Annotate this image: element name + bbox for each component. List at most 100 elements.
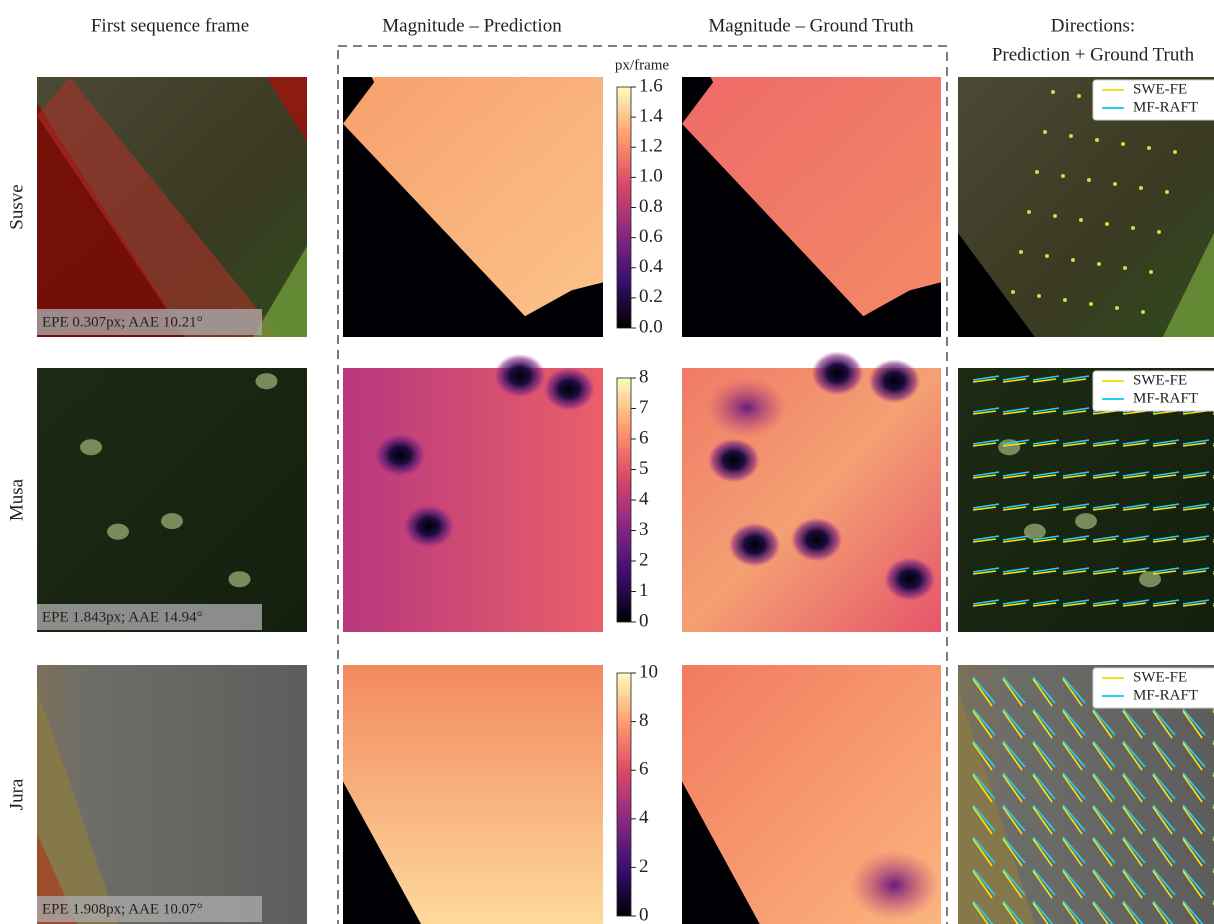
arrow bbox=[1051, 90, 1055, 94]
rock bbox=[229, 571, 251, 587]
first-frame bbox=[37, 665, 307, 924]
column-header: Magnitude – Prediction bbox=[382, 15, 562, 36]
arrow bbox=[1097, 262, 1101, 266]
column-header: Magnitude – Ground Truth bbox=[708, 15, 914, 36]
low-spot bbox=[729, 523, 781, 567]
column-header: First sequence frame bbox=[91, 15, 249, 36]
arrow bbox=[1165, 190, 1169, 194]
colorbar-tick-label: 1.6 bbox=[639, 75, 663, 96]
legend-label: SWE-FE bbox=[1133, 372, 1187, 388]
colorbar-unit: px/frame bbox=[615, 57, 669, 73]
arrow bbox=[1131, 226, 1135, 230]
low-spot bbox=[708, 438, 760, 482]
colorbar bbox=[617, 87, 631, 328]
low-spot bbox=[884, 557, 936, 601]
colorbar-tick-label: 1.2 bbox=[639, 136, 663, 157]
colorbar-tick-label: 2 bbox=[639, 549, 649, 570]
colorbar-tick-label: 1.0 bbox=[639, 166, 663, 187]
arrow bbox=[1095, 138, 1099, 142]
colorbar-tick-label: 4 bbox=[639, 807, 649, 828]
arrow bbox=[1069, 134, 1073, 138]
low-spot bbox=[374, 433, 426, 477]
magnitude-prediction bbox=[343, 665, 603, 924]
rock bbox=[1024, 524, 1046, 540]
colorbar-tick-label: 0.8 bbox=[639, 196, 663, 217]
colorbar-tick-label: 10 bbox=[639, 661, 658, 682]
arrow bbox=[1173, 150, 1177, 154]
colorbar-tick-label: 0 bbox=[639, 610, 649, 631]
column-header: Directions: bbox=[1051, 15, 1135, 36]
colorbar-tick-label: 0.0 bbox=[639, 316, 663, 337]
colorbar-tick-label: 8 bbox=[639, 710, 649, 731]
colorbar-tick-label: 4 bbox=[639, 488, 649, 509]
colorbar-tick-label: 6 bbox=[639, 427, 649, 448]
rock bbox=[161, 513, 183, 529]
arrow bbox=[1087, 178, 1091, 182]
low-spot bbox=[811, 351, 863, 395]
colorbar bbox=[617, 378, 631, 622]
arrow bbox=[1113, 182, 1117, 186]
magnitude-ground-truth bbox=[682, 351, 941, 632]
low-spot bbox=[494, 354, 546, 398]
legend-label: SWE-FE bbox=[1133, 81, 1187, 97]
first-frame bbox=[37, 368, 307, 632]
arrow bbox=[1045, 254, 1049, 258]
metrics: EPE 1.908px; AAE 10.07° bbox=[42, 901, 203, 917]
magnitude-ground-truth bbox=[682, 665, 941, 924]
colorbar-tick-label: 1.4 bbox=[639, 105, 663, 126]
colorbar-tick-label: 0.6 bbox=[639, 226, 663, 247]
magnitude-prediction bbox=[343, 354, 603, 632]
legend-label: MF-RAFT bbox=[1133, 99, 1198, 115]
arrow bbox=[1123, 266, 1127, 270]
low-spot bbox=[707, 378, 787, 438]
colorbar-tick-label: 7 bbox=[639, 397, 649, 418]
rock bbox=[256, 373, 278, 389]
arrow bbox=[1105, 222, 1109, 226]
colorbar-tick-label: 0.2 bbox=[639, 286, 663, 307]
arrow bbox=[1149, 270, 1153, 274]
colorbar-tick-label: 5 bbox=[639, 458, 649, 479]
arrow bbox=[1157, 230, 1161, 234]
first-frame bbox=[37, 77, 307, 337]
magnitude-ground-truth bbox=[682, 77, 941, 337]
low-spot bbox=[543, 367, 595, 411]
arrow bbox=[1035, 170, 1039, 174]
colorbar-tick-label: 0 bbox=[639, 904, 649, 924]
colorbar-tick-label: 6 bbox=[639, 759, 649, 780]
colorbar-tick-label: 8 bbox=[639, 366, 649, 387]
arrow bbox=[1079, 218, 1083, 222]
low-spot bbox=[868, 359, 920, 403]
rock bbox=[107, 524, 129, 540]
arrow bbox=[1139, 186, 1143, 190]
colorbar-tick-label: 0.4 bbox=[639, 256, 663, 277]
arrow bbox=[1063, 298, 1067, 302]
legend-label: SWE-FE bbox=[1133, 669, 1187, 685]
legend-label: MF-RAFT bbox=[1133, 390, 1198, 406]
arrow bbox=[1027, 210, 1031, 214]
magnitude-prediction bbox=[343, 77, 603, 337]
metrics: EPE 0.307px; AAE 10.21° bbox=[42, 314, 203, 330]
low-spot bbox=[849, 850, 939, 920]
arrow bbox=[1141, 310, 1145, 314]
row-label: Musa bbox=[6, 478, 27, 521]
colorbar-tick-label: 1 bbox=[639, 580, 649, 601]
arrow bbox=[1053, 214, 1057, 218]
column-subtitle: Prediction + Ground Truth bbox=[992, 44, 1195, 65]
figure: First sequence frame Magnitude – Predicti… bbox=[0, 0, 1214, 924]
colorbar bbox=[617, 673, 631, 916]
arrow bbox=[1043, 130, 1047, 134]
arrow bbox=[1121, 142, 1125, 146]
row-label: Susve bbox=[6, 184, 27, 229]
arrow bbox=[1011, 290, 1015, 294]
arrow bbox=[1089, 302, 1093, 306]
rock bbox=[1075, 513, 1097, 529]
colorbar-tick-label: 2 bbox=[639, 856, 649, 877]
arrow bbox=[1147, 146, 1151, 150]
low-spot bbox=[403, 504, 455, 548]
arrow bbox=[1071, 258, 1075, 262]
arrow bbox=[1037, 294, 1041, 298]
low-spot bbox=[791, 518, 843, 562]
colorbar-tick-label: 3 bbox=[639, 519, 649, 540]
arrow bbox=[1061, 174, 1065, 178]
arrow bbox=[1115, 306, 1119, 310]
